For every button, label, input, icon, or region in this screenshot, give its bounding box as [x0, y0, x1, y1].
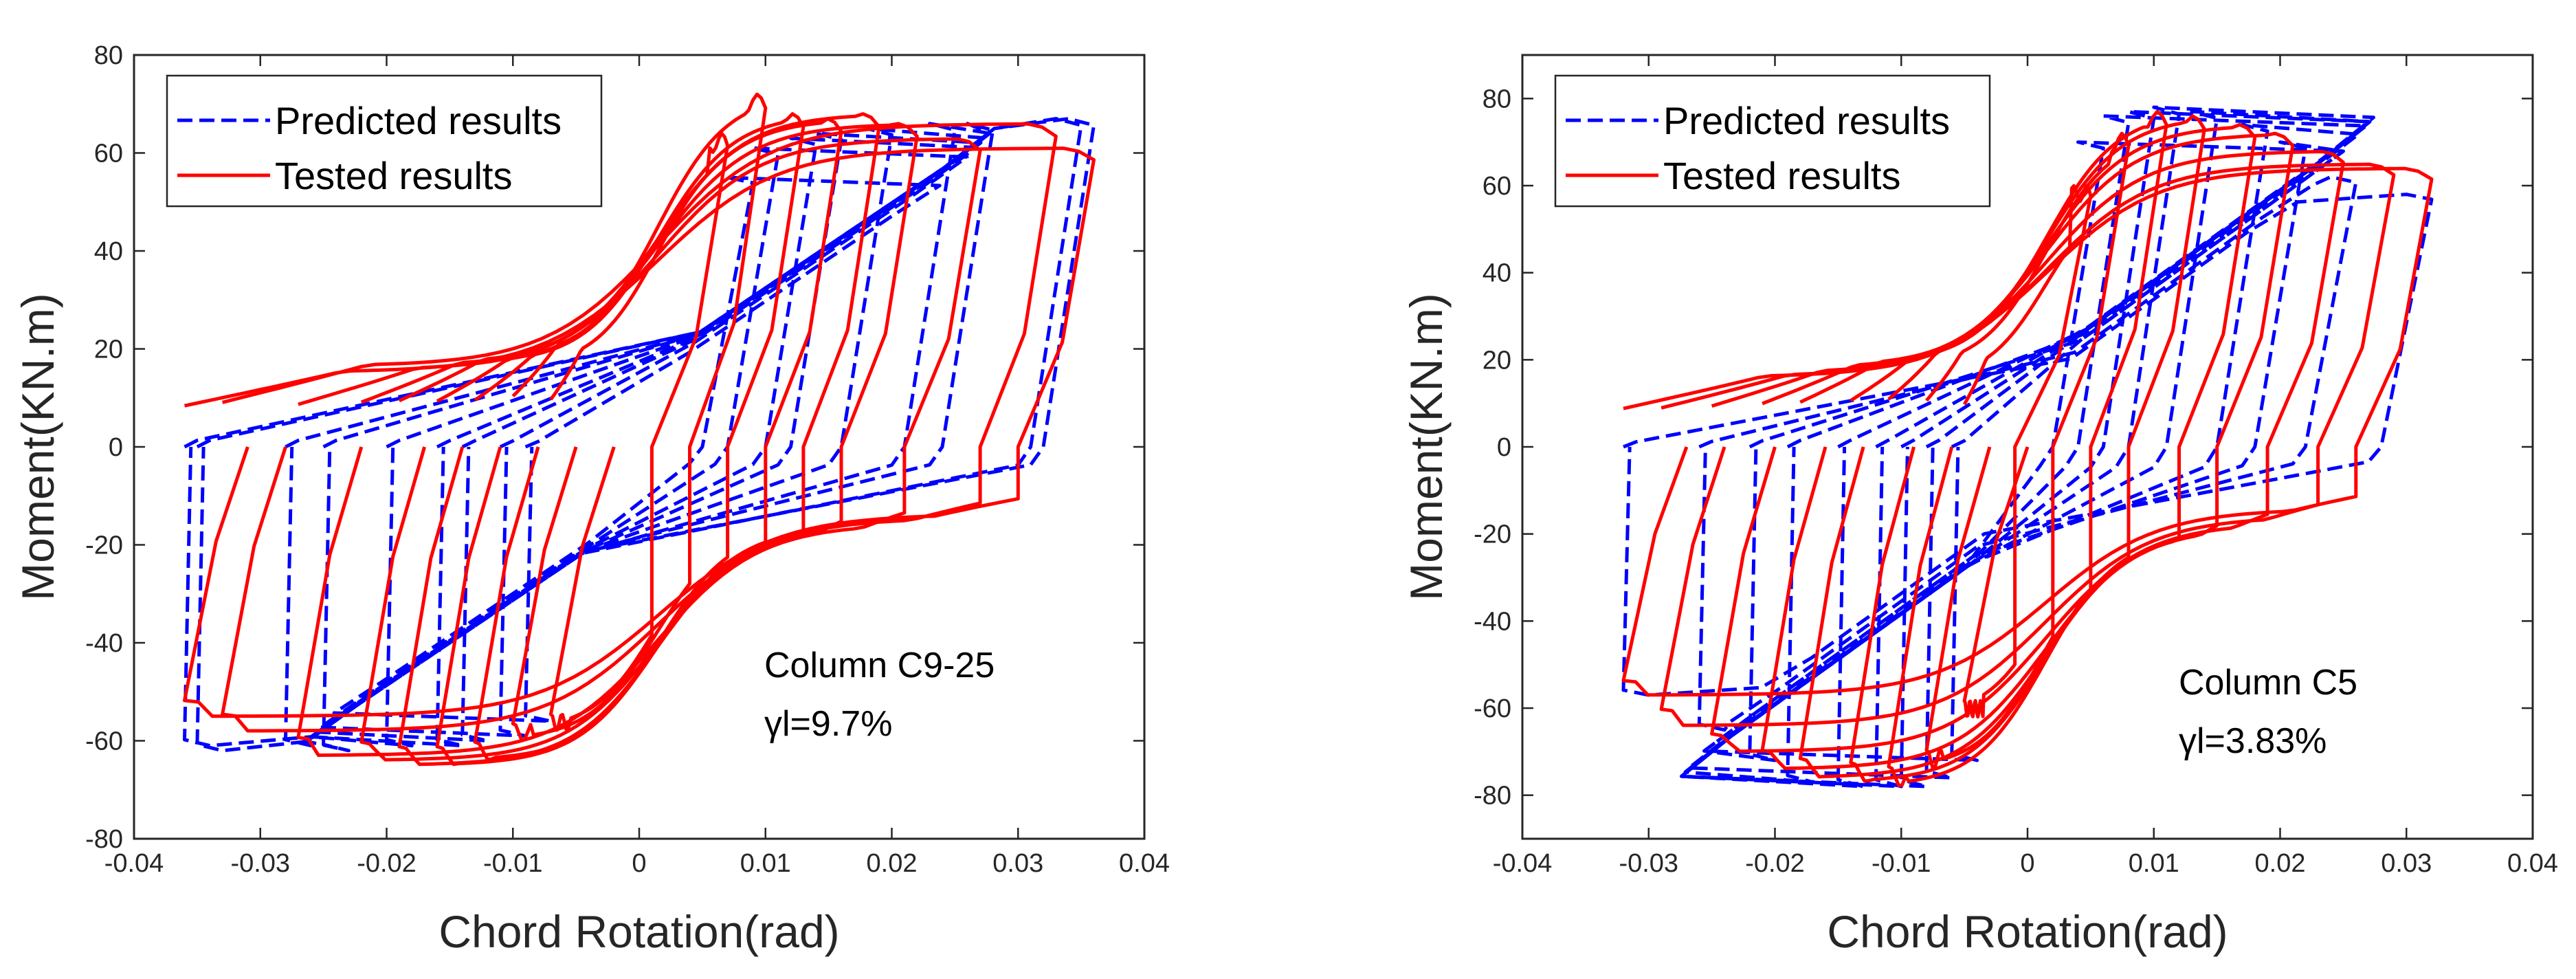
- chart-right: -0.04 -0.03 -0.02 -0.01 0 0.01 0.02 0.03 0.04 -80…: [1401, 54, 2558, 957]
- x-axis-label-right: Chord Rotation(rad): [1827, 906, 2228, 957]
- y-tick-label: -80: [85, 825, 123, 854]
- legend-label-predicted-left: Predicted results: [275, 99, 562, 142]
- x-tick-label: -0.03: [1619, 849, 1678, 878]
- y-tick-label: -40: [1474, 607, 1511, 636]
- x-tick-label: -0.04: [104, 849, 164, 878]
- y-tick-label: 60: [94, 140, 123, 168]
- y-tick-label: 60: [1483, 172, 1511, 201]
- plot-area-left: [183, 92, 1096, 767]
- predicted-loop-5: [1680, 109, 2372, 789]
- x-tick-label: 0.04: [2507, 849, 2558, 878]
- annotation-ratio-right: γl=3.83%: [2179, 721, 2327, 761]
- legend-box-right: [1554, 74, 1991, 208]
- y-axis-label-right: Moment(KN.m): [1401, 293, 1452, 600]
- tested-loop-2: [1924, 131, 2131, 770]
- y-tick-label: -60: [85, 727, 123, 756]
- predicted-loop-7: [284, 122, 995, 748]
- tested-loop-7: [296, 137, 982, 757]
- plot-area-right: [1621, 105, 2434, 789]
- x-tick-label: 0.01: [740, 849, 791, 878]
- ticks-right: -0.04 -0.03 -0.02 -0.01 0 0.01 0.02 0.03 0.04 -80…: [1474, 55, 2558, 878]
- y-axis-label-left: Moment(KN.m): [12, 293, 63, 600]
- x-tick-label: 0: [632, 849, 646, 878]
- annotation-column-right: Column C5: [2179, 663, 2357, 703]
- x-tick-label: 0.01: [2129, 849, 2179, 878]
- tested-loop-6: [1760, 131, 2295, 771]
- legend-box-left: [166, 74, 603, 208]
- tested-loop-9: [1621, 166, 2434, 697]
- x-tick-label: 0.04: [1119, 849, 1170, 878]
- ticks-left: -0.04 -0.03 -0.02 -0.01 0 0.01 0.02 0.03 0.04 -80…: [85, 41, 1170, 878]
- y-tick-label: 0: [109, 433, 123, 462]
- y-tick-label: -80: [1474, 782, 1511, 811]
- annotation-column-left: Column C9-25: [764, 646, 995, 685]
- x-tick-label: 0.03: [2381, 849, 2432, 878]
- legend-left: Predicted results Tested results: [166, 74, 603, 208]
- y-tick-label: 80: [1483, 85, 1511, 113]
- x-tick-label: -0.02: [357, 849, 417, 878]
- y-tick-label: 80: [94, 41, 123, 70]
- x-tick-label: 0.02: [867, 849, 918, 878]
- y-tick-label: -40: [85, 629, 123, 658]
- tested-loop-8: [221, 122, 1058, 733]
- legend-label-tested-right: Tested results: [1663, 154, 1901, 197]
- x-tick-label: 0.02: [2255, 849, 2306, 878]
- y-tick-label: -60: [1474, 694, 1511, 723]
- y-tick-label: 40: [94, 237, 123, 266]
- annotation-ratio-left: γl=9.7%: [764, 704, 892, 744]
- y-tick-label: -20: [85, 531, 123, 560]
- y-tick-label: 40: [1483, 259, 1511, 288]
- x-axis-label-left: Chord Rotation(rad): [438, 906, 839, 957]
- x-tick-label: -0.04: [1493, 849, 1553, 878]
- x-tick-label: -0.03: [230, 849, 290, 878]
- x-tick-label: -0.02: [1745, 849, 1805, 878]
- y-tick-label: 0: [1497, 433, 1511, 462]
- predicted-loop-9: [1621, 192, 2434, 697]
- legend-label-predicted-right: Predicted results: [1663, 99, 1950, 142]
- y-tick-label: -20: [1474, 520, 1511, 549]
- x-tick-label: -0.01: [1872, 849, 1931, 878]
- legend-right: Predicted results Tested results: [1554, 74, 1991, 208]
- y-tick-label: 20: [1483, 346, 1511, 375]
- tested-loop-9: [183, 146, 1096, 718]
- chart-left: -0.04 -0.03 -0.02 -0.01 0 0.01 0.02 0.03 0.04 -80…: [12, 41, 1170, 957]
- predicted-loop-6: [1683, 122, 2360, 784]
- x-tick-label: 0.03: [992, 849, 1043, 878]
- tested-loop-4: [435, 117, 843, 767]
- y-tick-label: 20: [94, 336, 123, 364]
- x-tick-label: 0: [2020, 849, 2034, 878]
- legend-label-tested-left: Tested results: [275, 154, 513, 197]
- x-tick-label: -0.01: [483, 849, 543, 878]
- predicted-loop-8: [195, 117, 1083, 753]
- tested-loop-1: [1962, 184, 2093, 719]
- predicted-loop-7: [1702, 140, 2345, 762]
